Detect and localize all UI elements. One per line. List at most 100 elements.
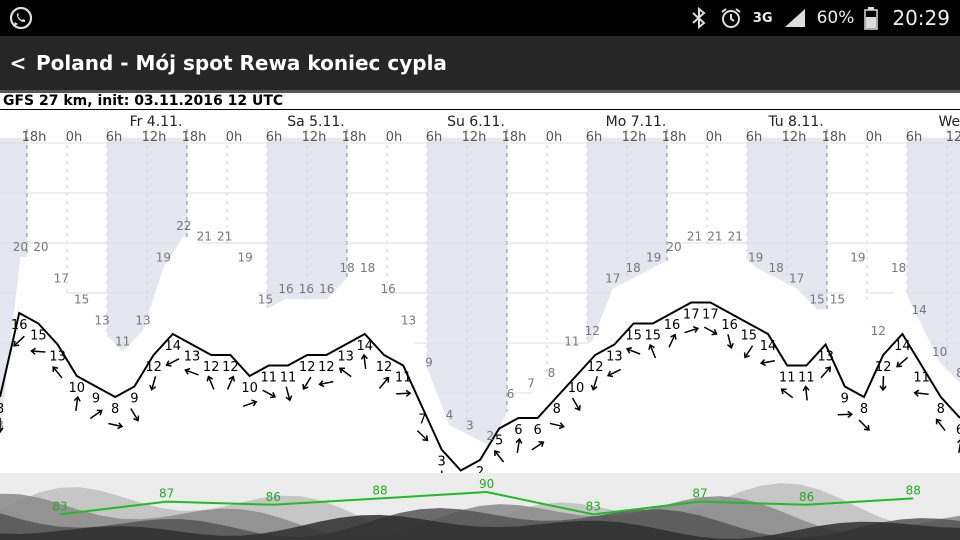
wind-value: 11: [913, 371, 930, 386]
wind-arrow: [378, 376, 390, 389]
gust-value: 15: [258, 293, 273, 307]
wind-arrow: [30, 347, 46, 355]
model-info: GFS 27 km, init: 03.11.2016 12 UTC: [0, 93, 960, 110]
hour-label: 0h: [866, 130, 883, 145]
hour-label: 6h: [426, 130, 443, 145]
wind-arrow: [858, 419, 870, 431]
wind-value: 12: [222, 360, 239, 375]
gust-value: 12: [585, 324, 600, 338]
wind-value: 11: [280, 371, 297, 386]
gust-value: 22: [176, 219, 191, 233]
hour-label: 0h: [386, 130, 403, 145]
wind-value: 16: [721, 318, 738, 333]
wind-arrow: [206, 375, 215, 390]
wind-value: 13: [184, 350, 201, 365]
gust-area: [0, 236, 960, 473]
wind-value: 9: [841, 392, 849, 407]
humidity-value: 90: [479, 477, 494, 491]
wind-arrow: [590, 376, 598, 391]
gust-value: 19: [237, 251, 252, 265]
gust-value: 3: [0, 419, 4, 433]
wind-arrow: [606, 368, 622, 378]
wind-value: 2: [476, 465, 484, 480]
forecast-chart[interactable]: 3202017151311131922212119151616161818161…: [0, 93, 960, 540]
gust-labels: 3202017151311131922212119151616161818161…: [0, 219, 960, 443]
wind-arrow: [515, 437, 523, 454]
hour-label: 6h: [266, 130, 283, 145]
gust-value: 11: [564, 335, 579, 349]
hour-label: 12h: [142, 130, 167, 145]
gust-value: 19: [156, 251, 171, 265]
wind-value: 16: [11, 318, 28, 333]
humidity-value: 83: [586, 499, 601, 513]
wind-arrow: [625, 346, 641, 355]
hour-label: 18h: [662, 130, 687, 145]
wind-value: 11: [395, 371, 412, 386]
wind-value: 13: [337, 350, 354, 365]
hour-label: 18h: [22, 130, 47, 145]
gust-value: 7: [527, 377, 535, 391]
gust-value: 18: [891, 261, 906, 275]
wind-arrow: [285, 386, 293, 402]
gust-value: 13: [401, 314, 416, 328]
gust-value: 16: [319, 282, 334, 296]
wind-arrow: [896, 356, 909, 368]
hour-label: 12h: [302, 130, 327, 145]
wind-value: 14: [760, 339, 777, 354]
day-label: Tu 8.11.: [767, 114, 823, 130]
humidity-value: 86: [799, 490, 814, 504]
wind-arrow: [13, 335, 25, 347]
app-bar: < Poland - Mój spot Rewa koniec cypla: [0, 36, 960, 90]
wind-arrow: [957, 437, 960, 454]
wind-arrow: [648, 343, 657, 359]
humidity-value: 88: [372, 483, 387, 497]
wind-value: 11: [261, 371, 278, 386]
wind-value: 12: [376, 360, 393, 375]
gust-value: 2: [486, 429, 494, 443]
bluetooth-icon: [692, 6, 706, 30]
wind-value: 12: [875, 360, 892, 375]
wind-value: 15: [645, 329, 662, 344]
wind-value: 16: [664, 318, 681, 333]
hour-labels: 18h 0h 6h 12h 18h 0h 6h 12h 18h 0h 6h 12h 18h 0h 6h 12h…: [22, 130, 960, 145]
hour-label: 6h: [746, 130, 763, 145]
gust-value: 17: [789, 272, 804, 286]
gust-value: 4: [446, 408, 454, 422]
gust-value: 6: [507, 387, 515, 401]
day-label: Su 6.11.: [447, 114, 505, 130]
wind-value: 10: [568, 381, 585, 396]
gust-value: 20: [13, 240, 28, 254]
gust-value: 8: [548, 366, 556, 380]
gust-value: 16: [299, 282, 314, 296]
signal-icon: [784, 9, 805, 27]
gust-value: 9: [425, 356, 433, 370]
cloud-panel: [0, 473, 960, 540]
header-divider: [0, 90, 960, 93]
day-label: Fr 4.11.: [130, 114, 183, 130]
hour-label: 12h: [462, 130, 487, 145]
gust-value: 21: [197, 230, 212, 244]
gust-value: 3: [466, 419, 474, 433]
wind-value: 11: [779, 371, 796, 386]
wind-value: 8: [937, 402, 945, 417]
wind-arrow: [130, 408, 140, 422]
wind-arrow: [743, 345, 754, 359]
gust-value: 19: [748, 251, 763, 265]
wind-arrow: [759, 359, 776, 367]
wind-value: 12: [318, 360, 335, 375]
gust-value: 19: [850, 251, 865, 265]
gust-value: 13: [94, 314, 109, 328]
gust-value: 19: [646, 251, 661, 265]
hour-label: 18h: [342, 130, 367, 145]
wind-value: 12: [299, 360, 316, 375]
humidity-line: 83 87 86 88 90 83 87 86 88: [52, 477, 921, 516]
wind-arrow: [73, 395, 81, 412]
wind-value: 10: [69, 381, 86, 396]
wind-arrow: [184, 367, 199, 376]
humidity-value: 87: [692, 487, 707, 501]
wind-value: 8: [0, 402, 4, 417]
wind-arrow: [165, 358, 180, 367]
wind-arrow: [820, 366, 832, 379]
hour-label: 18h: [502, 130, 527, 145]
back-button[interactable]: <: [9, 51, 27, 75]
